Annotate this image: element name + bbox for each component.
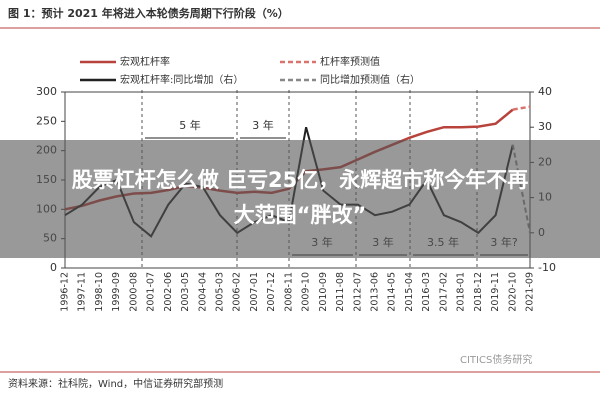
x-tick-label: 2008-11 xyxy=(283,272,294,312)
x-tick-label: 1997-11 xyxy=(77,272,88,312)
series-line xyxy=(512,105,531,111)
x-tick-label: 2020-10 xyxy=(507,272,518,312)
y2-tick-label: 30 xyxy=(538,120,552,133)
annotation: 3 年 xyxy=(252,118,274,132)
x-tick-label: 2007-01 xyxy=(249,272,260,312)
legend-label: 宏观杠杆率 xyxy=(120,55,170,68)
x-tick-label: 1996-12 xyxy=(60,272,71,312)
x-tick-label: 2002-06 xyxy=(163,272,174,312)
y-tick-label: 250 xyxy=(36,114,57,127)
x-tick-label: 2007-12 xyxy=(266,272,277,312)
x-tick-label: 2004-04 xyxy=(197,272,208,312)
x-tick-label: 2018-01 xyxy=(456,272,467,312)
x-tick-label: 2013-06 xyxy=(370,272,381,312)
headline-banner xyxy=(0,140,600,258)
x-tick-label: 2010-09 xyxy=(318,272,329,312)
x-tick-label: 2006-02 xyxy=(232,272,243,312)
legend-label: 宏观杠杆率:同比增加（右） xyxy=(120,73,243,86)
x-tick-label: 2000-08 xyxy=(128,272,139,312)
chart-title: 图 1：预计 2021 年将进入本轮债务周期下行阶段（%） xyxy=(8,6,289,20)
x-tick-label: 2014-05 xyxy=(387,272,398,312)
legend-label: 同比增加预测值（右） xyxy=(320,73,420,86)
x-tick-label: 2009-10 xyxy=(301,272,312,312)
y2-tick-label: -10 xyxy=(538,261,556,274)
x-tick-label: 2015-04 xyxy=(404,272,415,312)
x-tick-label: 2016-03 xyxy=(421,272,432,312)
x-tick-label: 1999-09 xyxy=(111,272,122,312)
x-tick-label: 2005-03 xyxy=(215,272,226,312)
x-tick-label: 2017-02 xyxy=(438,272,449,312)
x-tick-label: 2018-12 xyxy=(473,272,484,312)
x-tick-label: 2012-07 xyxy=(352,272,363,312)
y-tick-label: 300 xyxy=(36,85,57,98)
x-tick-label: 1998-10 xyxy=(94,272,105,312)
x-tick-label: 2019-11 xyxy=(490,272,501,312)
y-tick-label: 0 xyxy=(50,261,57,274)
headline: 股票杠杆怎么做 巨亏25亿，永辉超市称今年不再 xyxy=(72,168,529,192)
legend-label: 杠杆率预测值 xyxy=(320,55,380,68)
x-tick-label: 2003-05 xyxy=(180,272,191,312)
x-tick-label: 2021-09 xyxy=(525,272,536,312)
x-tick-label: 2011-08 xyxy=(335,272,346,312)
source: 资料来源：社科院，Wind，中信证券研究部预测 xyxy=(8,377,223,390)
y2-tick-label: 40 xyxy=(538,85,552,98)
annotation: 5 年 xyxy=(179,118,201,132)
watermark: CITICS债务研究 xyxy=(460,353,532,366)
headline: 大范围“胖改” xyxy=(234,203,367,227)
x-tick-label: 2001-07 xyxy=(146,272,157,312)
